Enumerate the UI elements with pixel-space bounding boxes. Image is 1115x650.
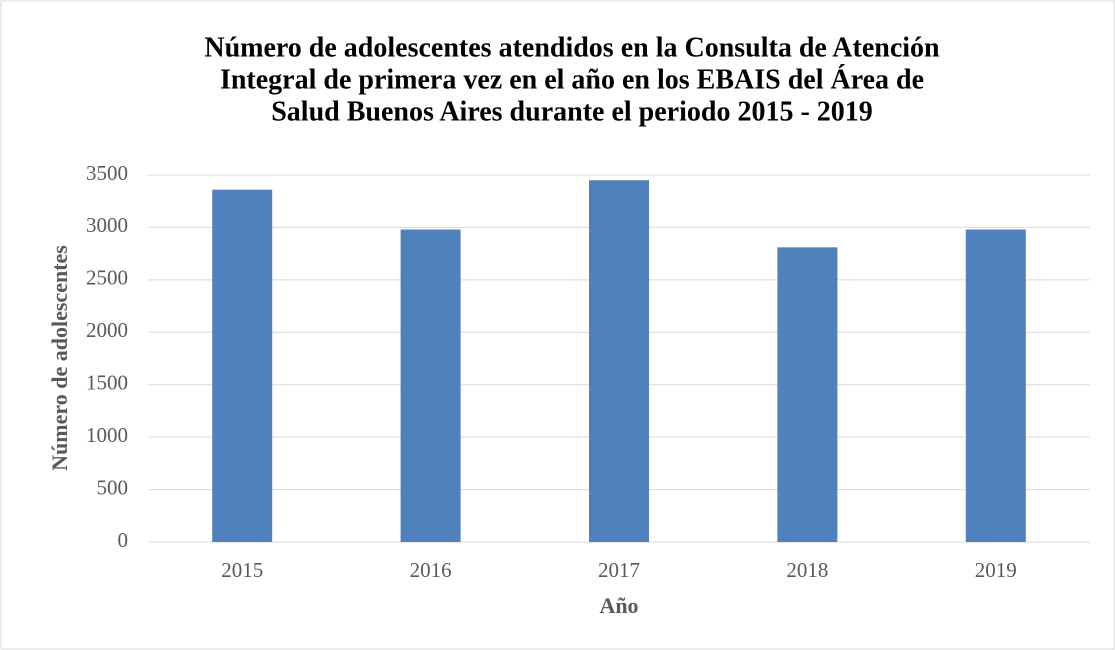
- y-tick-label: 3500: [86, 161, 128, 185]
- y-axis-title: Número de adolescentes: [47, 245, 72, 471]
- y-tick-label: 2500: [86, 266, 128, 290]
- y-tick-label: 1500: [86, 371, 128, 395]
- x-tick-label: 2015: [221, 558, 263, 582]
- x-tick-label: 2017: [598, 558, 640, 582]
- bar: [400, 229, 461, 543]
- bar: [965, 229, 1026, 543]
- x-tick-label: 2016: [410, 558, 452, 582]
- y-tick-label: 2000: [86, 318, 128, 342]
- y-tick-label: 500: [97, 475, 129, 499]
- bar: [212, 189, 273, 542]
- bar: [777, 247, 838, 542]
- y-tick-label: 1000: [86, 423, 128, 447]
- chart-title: Salud Buenos Aires durante el periodo 20…: [271, 96, 873, 127]
- x-axis-title: Año: [599, 593, 638, 618]
- y-tick-label: 3000: [86, 213, 128, 237]
- x-tick-label: 2019: [975, 558, 1017, 582]
- chart-title: Integral de primera vez en el año en los…: [220, 64, 924, 95]
- y-tick-label: 0: [118, 528, 129, 552]
- bar: [589, 180, 649, 542]
- x-tick-label: 2018: [786, 558, 828, 582]
- chart-title: Número de adolescentes atendidos en la C…: [204, 32, 940, 63]
